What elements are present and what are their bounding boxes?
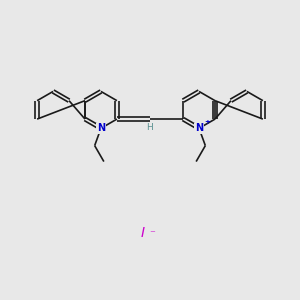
Text: N: N [195, 123, 203, 133]
Text: +: + [204, 119, 210, 125]
Text: ⁻: ⁻ [149, 229, 155, 239]
Text: I: I [140, 226, 145, 240]
Text: H: H [147, 123, 153, 132]
Text: N: N [97, 123, 105, 133]
